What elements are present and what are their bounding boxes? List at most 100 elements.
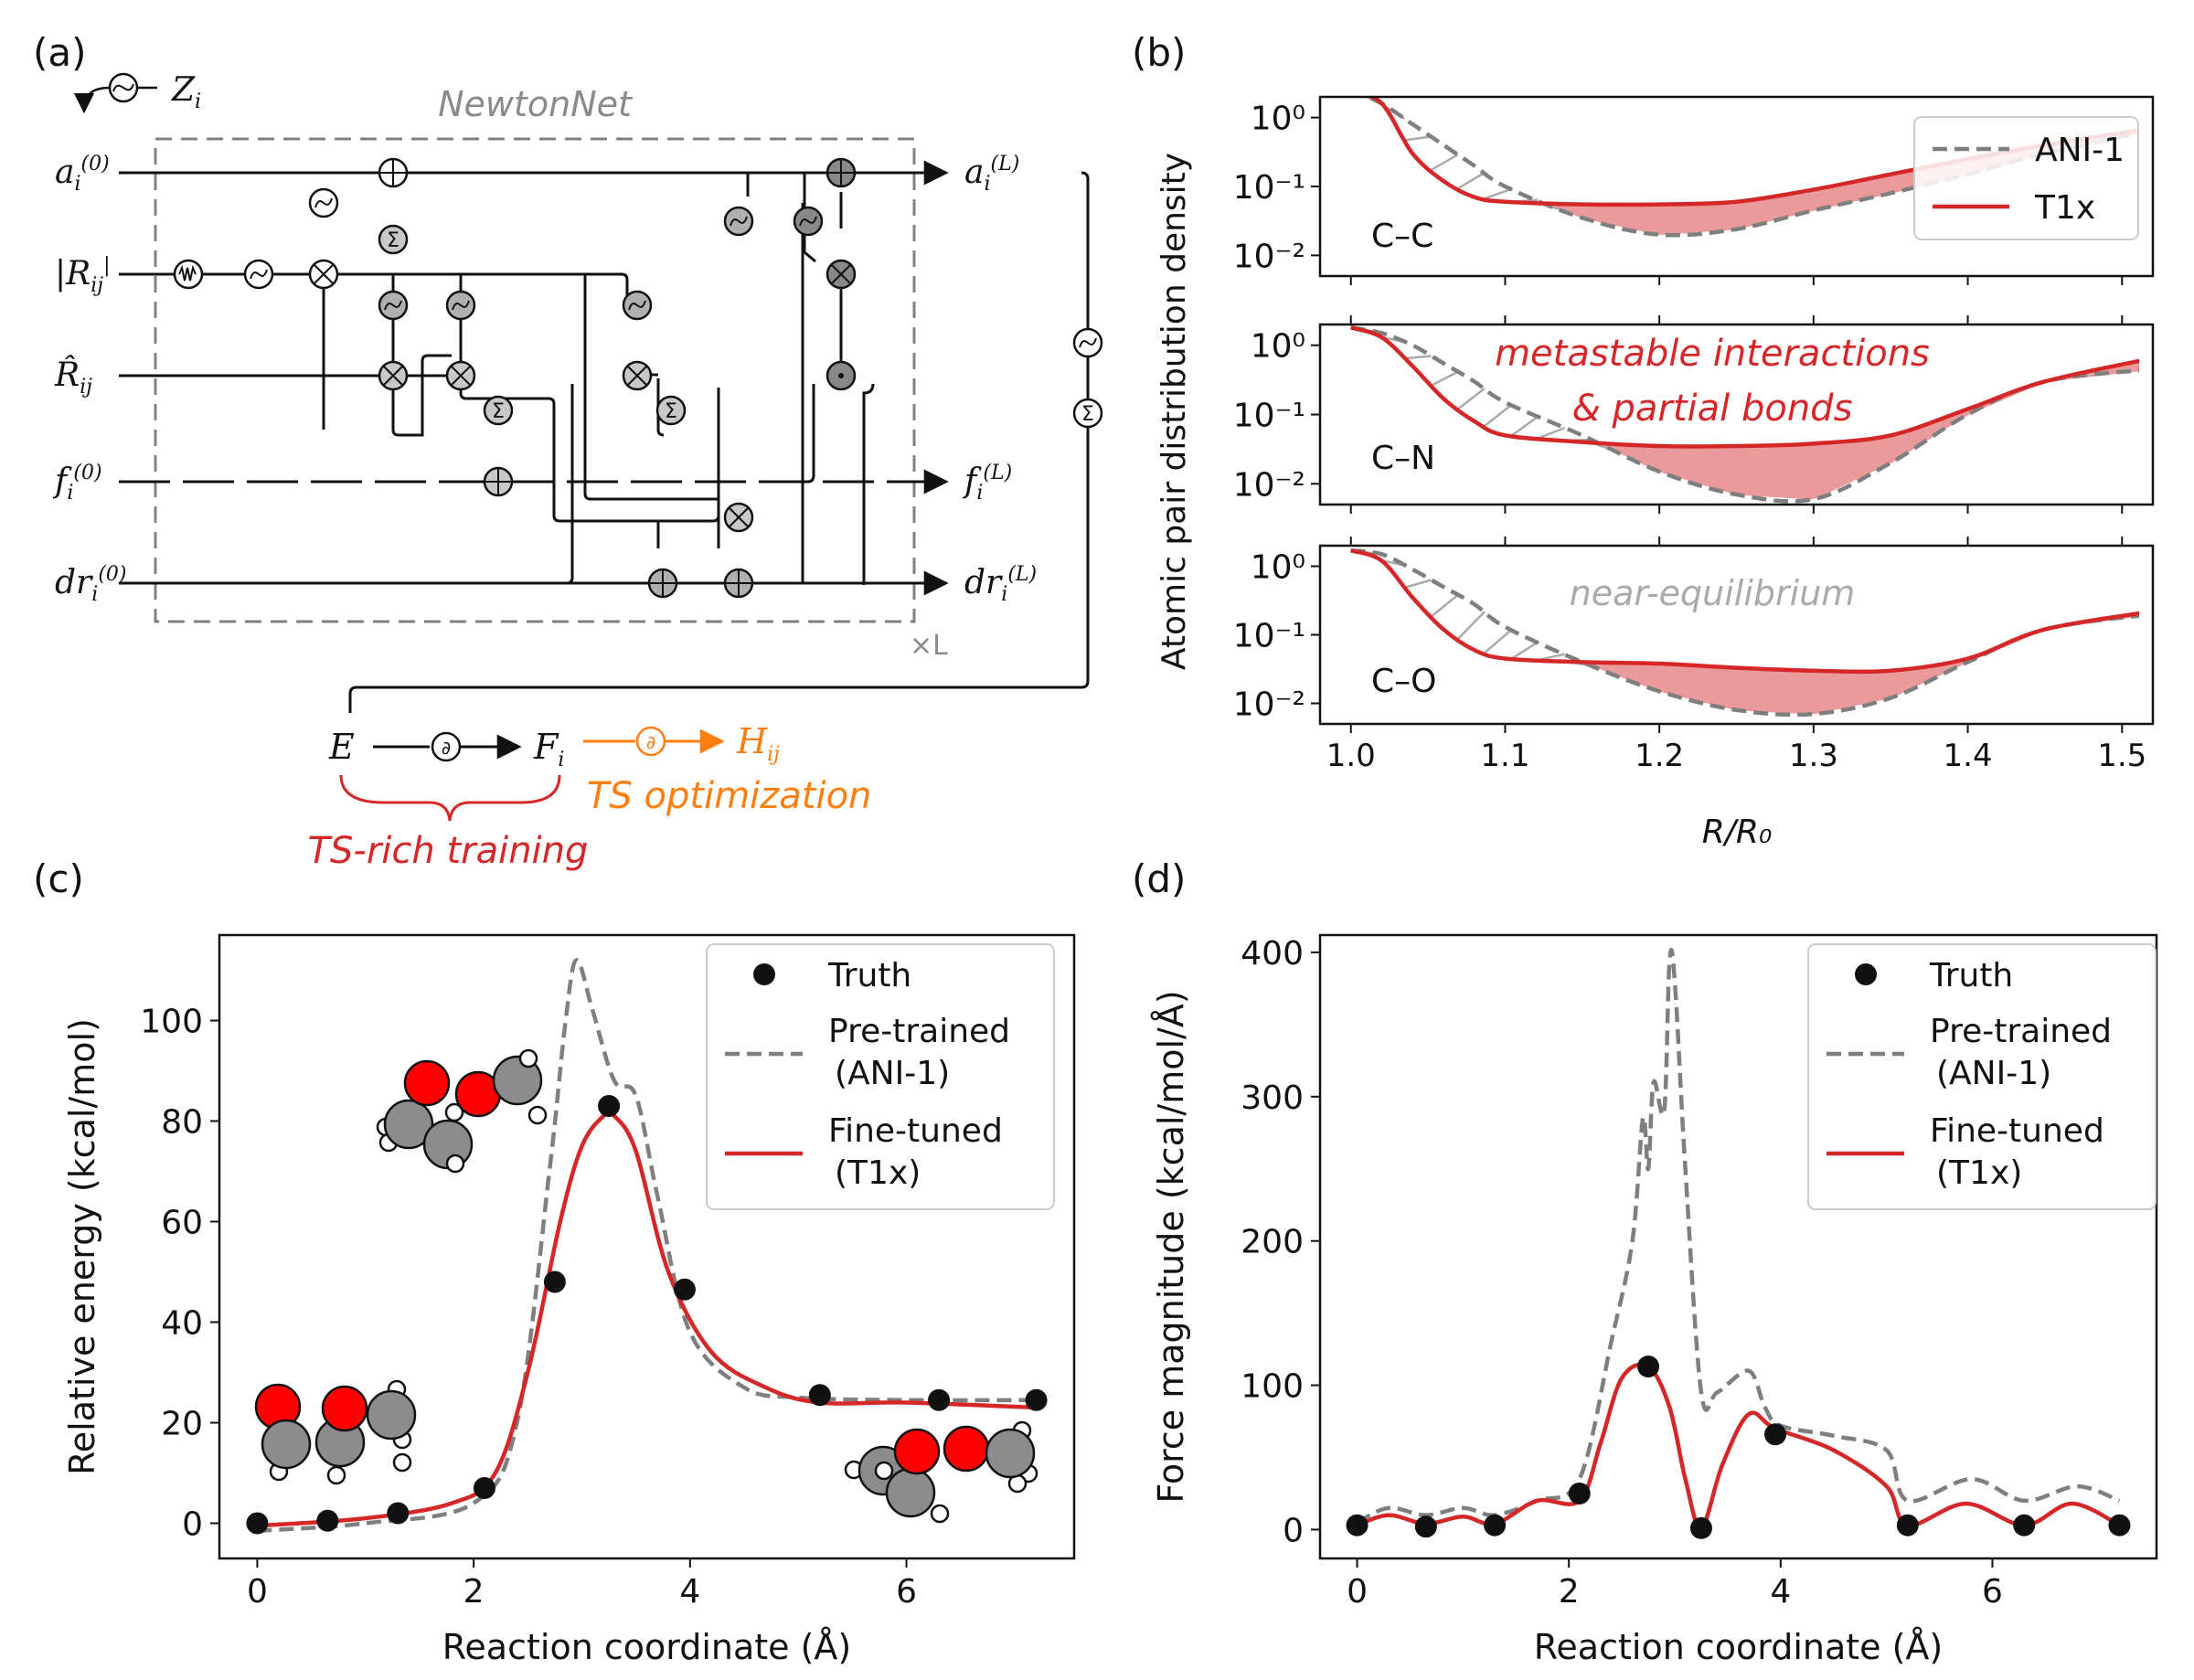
- truth-point: [598, 1095, 621, 1117]
- carbon-atom: [492, 1055, 543, 1106]
- pretrained-line: [1356, 948, 2121, 1525]
- x-tick-label: 4: [679, 1573, 700, 1611]
- y-tick-label: 100: [1241, 1368, 1304, 1406]
- excess-fill: [1704, 665, 1713, 705]
- excess-fill: [1738, 667, 1746, 711]
- energy-label: E: [328, 727, 355, 767]
- y-tick-label: 10⁻²: [1233, 686, 1305, 724]
- excess-fill: [1684, 202, 1693, 234]
- svg-text:Σ: Σ: [665, 400, 677, 423]
- excess-fill: [1865, 436, 1873, 476]
- input-label: fi(0): [52, 462, 102, 505]
- legend-ani1-label: ANI-1: [2035, 132, 2125, 169]
- excess-fill: [1764, 196, 1773, 223]
- input-label: ai(0): [55, 153, 110, 196]
- excess-fill: [1684, 665, 1693, 700]
- excess-fill: [1805, 442, 1813, 500]
- truth-point: [1637, 1356, 1660, 1378]
- network-name: NewtonNet: [438, 84, 634, 124]
- excess-fill: [1724, 201, 1732, 231]
- excess-fill: [1664, 445, 1673, 476]
- t1x-line: [1350, 325, 2139, 449]
- x-tick-label: 2: [1559, 1573, 1580, 1611]
- legend-finetuned-label: Fine-tuned: [1930, 1112, 2104, 1150]
- excess-fill: [1637, 204, 1646, 232]
- excess-fill: [1644, 204, 1653, 234]
- y-tick-label: 0: [182, 1506, 203, 1544]
- legend-truth-swatch: [753, 963, 775, 985]
- panel-label-b: (b): [1132, 30, 1186, 75]
- x-tick-label: 1.2: [1635, 738, 1684, 774]
- excess-fill: [1851, 438, 1859, 483]
- training-label: TS-rich training: [308, 830, 589, 872]
- excess-fill: [1691, 665, 1699, 702]
- y-axis-label: Relative energy (kcal/mol): [62, 1018, 102, 1475]
- legend-box: [1913, 116, 2139, 240]
- excess-fill: [1771, 444, 1780, 498]
- legend-pretrained-label: (ANI-1): [835, 1055, 950, 1092]
- hatch-line: [1510, 641, 1539, 660]
- finetuned-line: [1356, 1362, 2121, 1531]
- oxygen-atom: [943, 1425, 990, 1473]
- repeat-label: ×L: [910, 630, 948, 662]
- excess-fill: [1798, 669, 1806, 715]
- y-tick-label: 300: [1241, 1079, 1304, 1117]
- pair-label: C–O: [1371, 663, 1436, 700]
- excess-fill: [1865, 670, 1873, 704]
- excess-fill: [1698, 665, 1706, 704]
- legend-box: [1807, 943, 2157, 1210]
- excess-fill: [1817, 670, 1827, 714]
- excess-fill: [1684, 445, 1693, 483]
- excess-fill: [1677, 203, 1686, 234]
- truth-point: [1689, 1516, 1712, 1539]
- sum-node-icon: [378, 224, 409, 255]
- excess-fill: [1657, 445, 1666, 474]
- plot-area: [1346, 948, 2131, 1539]
- y-tick-label: 10⁻¹: [1233, 618, 1305, 655]
- legend-b: ANI-1 T1x: [1913, 116, 2139, 240]
- hydrogen-atom: [326, 1465, 346, 1485]
- hatch-line: [1484, 629, 1513, 654]
- annotation-partial-bonds: & partial bonds: [1572, 388, 1853, 430]
- excess-fill: [1764, 444, 1773, 497]
- hatch-line: [1456, 611, 1486, 640]
- hydrogen-atom: [445, 1154, 465, 1174]
- excess-fill: [1718, 666, 1726, 708]
- excess-fill: [1631, 204, 1639, 231]
- hatch-line: [1484, 187, 1512, 200]
- excess-fill: [1837, 670, 1847, 709]
- excess-fill: [1778, 668, 1786, 714]
- excess-fill: [1604, 204, 1613, 225]
- pair-label: C–N: [1371, 440, 1435, 477]
- truth-point: [928, 1388, 951, 1411]
- y-tick-label: 10⁻¹: [1233, 169, 1305, 207]
- pair-label: C–C: [1371, 218, 1433, 255]
- excess-fill: [1677, 664, 1686, 698]
- excess-fill: [1778, 193, 1786, 220]
- legend-finetuned-label: (T1x): [835, 1154, 921, 1192]
- legend: Truth Pre-trained (ANI-1) Fine-tuned (T1x): [706, 943, 1055, 1210]
- legend: Truth Pre-trained (ANI-1) Fine-tuned (T1x): [1807, 943, 2157, 1210]
- truth-point: [1025, 1388, 1048, 1411]
- carbon-atom: [885, 1467, 936, 1518]
- hatch-line: [1484, 404, 1512, 427]
- excess-fill: [1845, 670, 1853, 708]
- excess-fill: [1805, 669, 1813, 715]
- x-tick-label: 0: [247, 1573, 268, 1611]
- legend-truth-swatch: [1855, 963, 1877, 985]
- excess-fill: [1831, 670, 1839, 711]
- x-axis-label: Reaction coordinate (Å): [1534, 1627, 1944, 1667]
- truth-point: [1346, 1514, 1369, 1536]
- carbon-atom: [985, 1428, 1036, 1479]
- excess-fill: [1664, 663, 1673, 696]
- excess-fill: [1878, 670, 1887, 701]
- x-tick-label: 0: [1347, 1573, 1368, 1611]
- truth-point: [316, 1509, 339, 1532]
- excess-fill: [1891, 668, 1900, 698]
- y-tick-label: 10⁰: [1251, 101, 1305, 138]
- y-tick-label: 10⁰: [1251, 328, 1305, 366]
- excess-fill: [1711, 665, 1720, 707]
- hatch-line: [1404, 355, 1432, 360]
- pretrained-line: [257, 958, 1037, 1533]
